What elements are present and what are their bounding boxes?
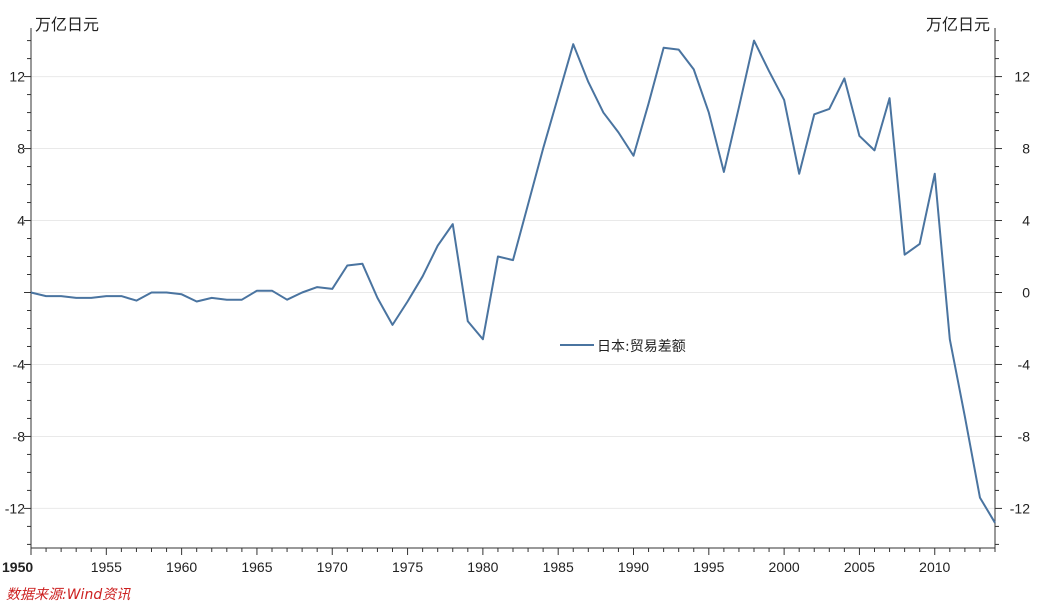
- legend: 日本:贸易差额: [560, 339, 686, 355]
- y-tick-label-right: -4: [1018, 356, 1031, 372]
- x-tick-label: 1995: [693, 559, 724, 575]
- left-y-unit-label: 万亿日元: [35, 15, 99, 34]
- x-tick-label: 2005: [844, 559, 875, 575]
- x-tick-label: 1960: [166, 559, 197, 575]
- x-tick-label: 1950: [2, 559, 33, 575]
- x-ticks: 1950 1955 1960 1965 1970 1975 1980 1985 1990 1995…: [2, 548, 996, 575]
- y-tick-label-left: -12: [5, 500, 25, 516]
- y-tick-label-right: -8: [1018, 428, 1031, 444]
- y-tick-label-right: 0: [1022, 284, 1030, 300]
- source-note: 数据来源:Wind资讯: [6, 587, 131, 603]
- y-tick-label-left: -8: [13, 428, 26, 444]
- y-tick-label-right: 8: [1022, 141, 1030, 157]
- x-tick-label: 2010: [919, 559, 950, 575]
- x-tick-label: 1965: [241, 559, 272, 575]
- x-tick-label: 1975: [392, 559, 423, 575]
- right-y-ticks: -12 -8 -4 0 4 8 12: [995, 40, 1031, 545]
- left-y-ticks: -12 -8 -4 4 8 12: [5, 40, 31, 545]
- y-tick-label-left: -4: [13, 356, 26, 372]
- x-tick-label: 1990: [618, 559, 649, 575]
- y-tick-label-right: -12: [1010, 500, 1030, 516]
- y-tick-label-right: 12: [1014, 69, 1030, 85]
- right-y-unit-label: 万亿日元: [926, 15, 990, 34]
- series-points: [30, 40, 996, 524]
- y-tick-label-left: 8: [17, 141, 25, 157]
- series-line-trade-balance: [30, 39, 996, 524]
- x-tick-label: 2000: [769, 559, 800, 575]
- x-tick-label: 1980: [467, 559, 498, 575]
- x-tick-label: 1955: [91, 559, 122, 575]
- gridlines: [31, 76, 995, 509]
- x-tick-label: 1970: [317, 559, 348, 575]
- x-tick-label: 1985: [543, 559, 574, 575]
- y-tick-label-right: 4: [1022, 213, 1030, 229]
- y-tick-label-left: 4: [17, 213, 25, 229]
- legend-label: 日本:贸易差额: [597, 339, 686, 355]
- y-tick-label-left: 12: [9, 69, 25, 85]
